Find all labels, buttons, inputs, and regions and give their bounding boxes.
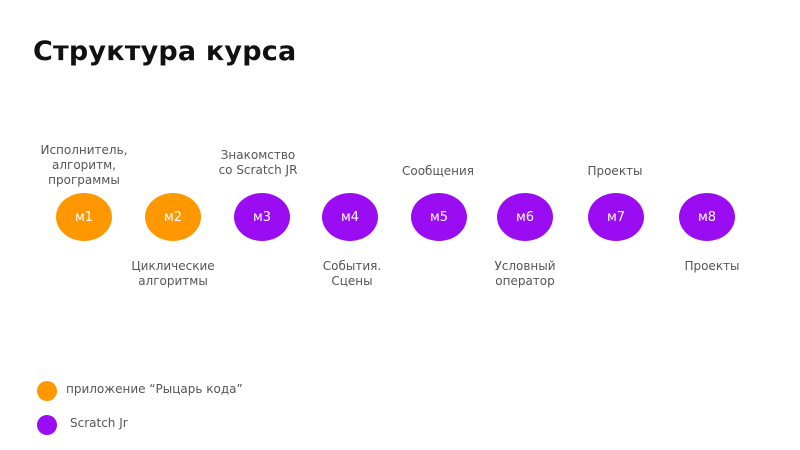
module-m6[interactable]: м6 [497,193,553,241]
module-m7-label: м7 [606,209,626,225]
module-m7-description: Проекты [587,164,643,178]
module-m6-label: м6 [515,209,535,225]
module-m1[interactable]: м1 [56,193,112,241]
module-m6-description: Условный оператор [494,259,556,288]
legend-app-dot [37,381,57,401]
module-m5-label: м5 [429,209,449,225]
module-m1-label: м1 [74,209,94,225]
legend-scratch-dot [37,415,57,435]
legend-scratch-label: Scratch Jr [70,416,128,430]
module-m5-description: Сообщения [401,164,474,178]
module-m3[interactable]: м3 [234,193,290,241]
module-m5[interactable]: м5 [411,193,467,241]
legend-app-label: приложение “Рыцарь кода” [66,382,243,396]
module-m3-description: Знакомство со Scratch JR [218,148,298,177]
module-m4[interactable]: м4 [322,193,378,241]
module-m8[interactable]: м8 [679,193,735,241]
module-m2-description: Циклические алгоритмы [131,259,215,288]
module-m1-description: Исполнитель, алгоритм, программы [40,143,128,187]
module-m7[interactable]: м7 [588,193,644,241]
module-m3-label: м3 [252,209,272,225]
module-m8-description: Проекты [684,259,740,273]
module-m2-label: м2 [163,209,183,225]
module-m8-label: м8 [697,209,717,225]
module-m2[interactable]: м2 [145,193,201,241]
page-title: Структура курса [33,36,297,67]
module-m4-description: События. Сцены [322,259,382,288]
module-m4-label: м4 [340,209,360,225]
